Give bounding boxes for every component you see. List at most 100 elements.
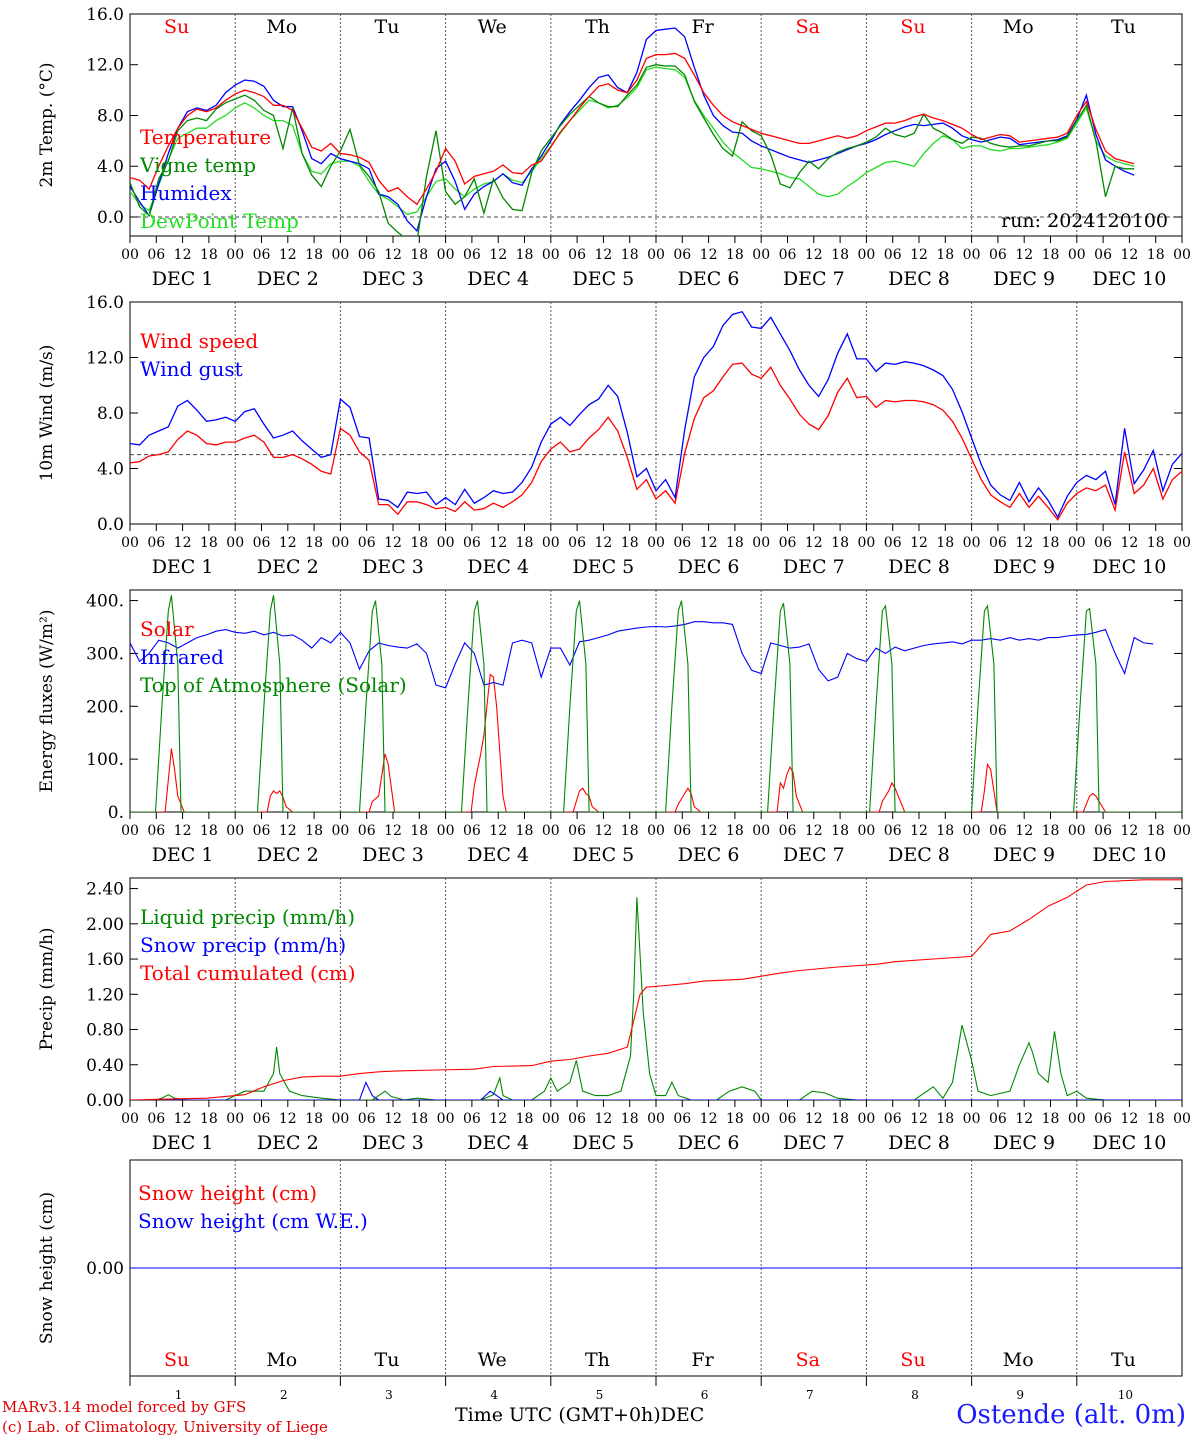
x-tick-label: 18 [831,247,849,263]
x-tick-label: 18 [726,535,744,551]
x-tick-label: 06 [463,1111,481,1127]
day-label: DEC 4 [467,556,529,578]
legend-solar: Solar [140,617,194,641]
x-tick-label: 00 [542,1111,560,1127]
day-label: DEC 5 [573,556,635,578]
day-label: DEC 7 [783,844,845,866]
day-label: DEC 8 [888,844,950,866]
y-tick-label: 300. [86,644,124,664]
x-tick-label: 06 [884,823,902,839]
day-label: DEC 2 [257,556,319,578]
x-tick-label: 12 [174,247,192,263]
x-tick-label: 12 [910,535,928,551]
x-tick-label: 12 [910,247,928,263]
x-tick-label: 12 [279,823,297,839]
panel-wind: 0.0 4.0 8.0 12.0 16.0 10m Wind (m/s) Wind spee… [37,293,1191,578]
x-tick-label: 06 [568,823,586,839]
day-label: DEC 10 [1092,844,1166,866]
weekday-label: Mo [266,1349,297,1371]
x-tick-label: 00 [331,1111,349,1127]
model-credit: MARv3.14 model forced by GFS [2,1398,247,1416]
x-tick-label: 00 [857,535,875,551]
x-tick-label: 06 [568,535,586,551]
legend-infrared: Infrared [140,645,224,669]
y-tick-label: 16.0 [86,5,124,25]
x-tick-label: 12 [1120,535,1138,551]
x-tick-label: 00 [1173,1111,1191,1127]
x-tick-label: 18 [305,1111,323,1127]
weekday-label: Tu [375,16,400,38]
x-tick-label: 12 [1120,1111,1138,1127]
x-tick-label: 12 [805,535,823,551]
day-label: DEC 9 [993,268,1055,290]
y-tick-label: 0.00 [86,1091,124,1111]
x-tick-label: 12 [805,823,823,839]
x-tick-label: 00 [1068,1111,1086,1127]
x-tick-label: 06 [1094,535,1112,551]
y-tick-label: 0. [108,803,124,823]
y-tick-label: 0.0 [97,208,124,228]
x-tick-label: 06 [673,247,691,263]
x-tick-label: 00 [226,823,244,839]
weekday-label: Mo [1003,16,1034,38]
day-label: DEC 6 [678,1132,740,1154]
x-tick-label: 00 [1173,247,1191,263]
day-label: DEC 2 [257,1132,319,1154]
x-tick-label: 18 [621,823,639,839]
x-tick-label: 00 [226,247,244,263]
series-line-top-of-atmosphere-solar- [130,595,1182,812]
x-tick-label: 18 [516,1111,534,1127]
x-tick-label: 06 [779,1111,797,1127]
y-tick-label: 8.0 [97,106,124,126]
x-tick-label: 12 [1120,247,1138,263]
weekday-label: Mo [1003,1349,1034,1371]
y-tick-label: 0.80 [86,1021,124,1041]
legend-humidex: Humidex [140,181,232,205]
day-label: DEC 10 [1092,1132,1166,1154]
day-number: 6 [701,1388,709,1402]
y-tick-label: 4.0 [97,157,124,177]
lab-credit: (c) Lab. of Climatology, University of L… [2,1418,328,1436]
y-tick-label: 2.40 [86,880,124,900]
day-label: DEC 8 [888,1132,950,1154]
x-tick-label: 18 [936,1111,954,1127]
x-tick-label: 18 [1147,247,1165,263]
day-label: DEC 1 [152,844,214,866]
x-tick-label: 00 [752,247,770,263]
day-label: DEC 6 [678,844,740,866]
x-tick-label: 18 [305,823,323,839]
x-tick-label: 18 [516,823,534,839]
series-line-vigne-temp [130,64,1135,236]
x-tick-label: 00 [121,1111,139,1127]
day-label: DEC 2 [257,268,319,290]
x-tick-label: 06 [253,1111,271,1127]
day-number: 8 [911,1388,919,1402]
y-axis-label: Energy fluxes (W/m²) [37,610,57,793]
x-tick-label: 06 [568,1111,586,1127]
x-tick-label: 00 [542,247,560,263]
x-tick-label: 00 [1173,535,1191,551]
x-tick-label: 12 [174,535,192,551]
series-line-liquid-precip-mm-h- [130,897,1182,1100]
x-tick-label: 06 [358,535,376,551]
x-tick-label: 12 [805,1111,823,1127]
day-label: DEC 8 [888,556,950,578]
x-tick-label: 06 [568,247,586,263]
x-tick-label: 00 [752,1111,770,1127]
series-line-wind-speed [130,362,1182,521]
x-tick-label: 00 [857,1111,875,1127]
y-tick-label: 0.00 [86,1259,124,1279]
day-number: 3 [385,1388,393,1402]
day-number: 9 [1016,1388,1024,1402]
legend-dewpoint-temp: DewPoint Temp [140,209,299,233]
y-tick-label: 200. [86,697,124,717]
x-tick-label: 06 [673,535,691,551]
x-tick-label: 00 [647,823,665,839]
day-number: 1 [175,1388,183,1402]
x-tick-label: 00 [437,535,455,551]
weekday-label: Mo [266,16,297,38]
y-tick-label: 100. [86,750,124,770]
legend-total-cumulated-cm-: Total cumulated (cm) [140,961,356,985]
x-tick-label: 06 [884,247,902,263]
